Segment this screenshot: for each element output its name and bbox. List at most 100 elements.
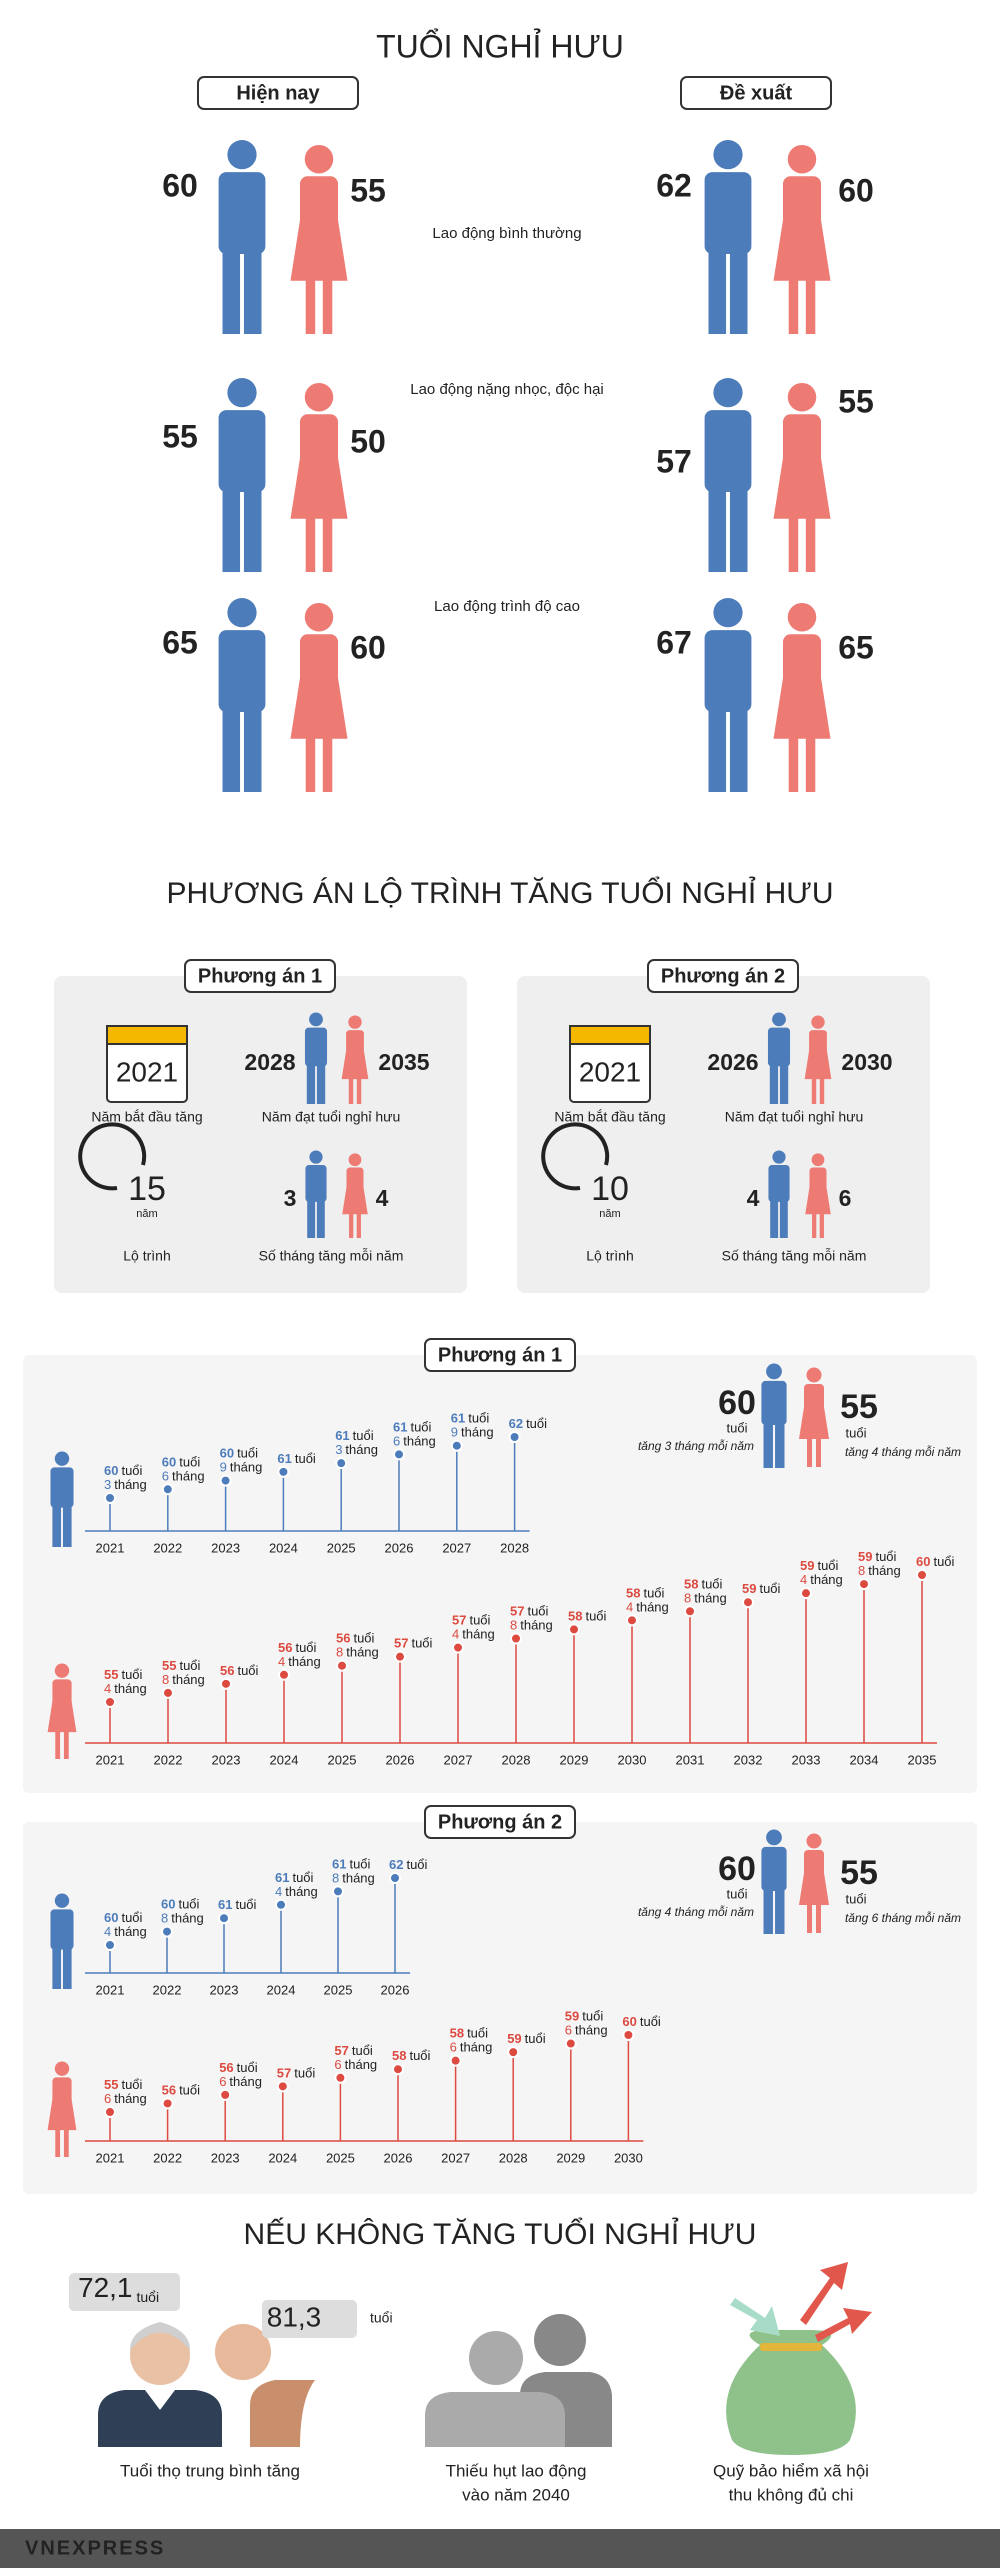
age: 55 (162, 1658, 176, 1673)
unit: tháng (346, 1645, 379, 1660)
unit: tuổi (469, 1613, 490, 1628)
leg (222, 246, 241, 334)
unit: tháng (114, 1924, 147, 1939)
unit: tháng (230, 1460, 263, 1475)
skirt (773, 458, 831, 519)
pill (184, 959, 336, 993)
unit: tuổi (526, 1416, 547, 1431)
months: 3 (104, 1477, 111, 1492)
year-label: 2023 (212, 1752, 241, 1767)
dot (508, 1431, 521, 1443)
year-label: 2032 (734, 1752, 763, 1767)
year-label: 2026 (384, 2150, 413, 2165)
unit: tuổi (933, 1554, 954, 1569)
point-label: 8 tháng (684, 1591, 727, 1606)
dot (275, 1898, 287, 1911)
caption: Tuổi thọ trung bình tăng (120, 2461, 300, 2480)
months: 4 (104, 1924, 111, 1939)
age: 60 (220, 1446, 234, 1461)
age: 56 (162, 2083, 176, 2098)
legend-age: 55 (840, 1854, 878, 1892)
point-label: 62 tuổi (509, 1416, 548, 1431)
unit: tuổi (467, 2026, 488, 2041)
point-label: 6 tháng (162, 1469, 205, 1484)
unit: tháng (575, 2023, 608, 2038)
unit: tuổi (121, 1463, 142, 1478)
age-number: 60 (838, 172, 874, 208)
months: 6 (565, 2023, 572, 2038)
unit: tuổi (237, 2060, 258, 2075)
male-silhouette (304, 1012, 328, 1104)
torso (305, 1164, 327, 1202)
torso (783, 634, 821, 692)
female-silhouette (773, 382, 831, 572)
age: 58 (450, 2026, 464, 2041)
leg (52, 1503, 62, 1547)
year-label: 2025 (326, 2150, 355, 2165)
torso (300, 414, 338, 472)
pill-label: Đề xuất (720, 82, 793, 104)
dot (393, 1448, 405, 1461)
torso (218, 172, 266, 255)
female-silhouette (799, 1833, 829, 1933)
unit: tuổi (817, 1559, 838, 1574)
age: 56 (278, 1640, 292, 1655)
unit: tuổi (353, 1429, 374, 1444)
unit: tuổi (409, 2049, 430, 2064)
body (425, 2392, 565, 2447)
dot (161, 1483, 174, 1496)
unit: tháng (460, 2040, 493, 2055)
year-label: 2024 (270, 1752, 299, 1767)
pill (680, 76, 832, 110)
age-number: 57 (656, 443, 692, 479)
unit: tuổi (406, 1857, 427, 1872)
months: 6 (219, 2074, 226, 2089)
months: 4 (376, 1185, 389, 1211)
months: 6 (104, 2091, 111, 2106)
point-label: 60 tuổi (622, 2014, 661, 2029)
year-label: 2030 (614, 2150, 643, 2165)
unit: tuổi (235, 1898, 256, 1913)
male-silhouette (218, 377, 266, 572)
leg (307, 1198, 316, 1238)
arrow (730, 2298, 780, 2336)
year-label: 2034 (850, 1752, 879, 1767)
caption: Quỹ bảo hiểm xã hội (713, 2461, 869, 2480)
torso (346, 1167, 364, 1193)
leg (55, 2128, 61, 2157)
year-label: 2025 (324, 1982, 353, 1997)
skirt (47, 1701, 77, 1733)
head (766, 1363, 782, 1380)
female-silhouette (799, 1367, 829, 1467)
months: 9 (451, 1425, 458, 1440)
age: 57 (334, 2043, 348, 2058)
age: 60 (162, 1455, 176, 1470)
leg (316, 1062, 326, 1104)
year-label: 2029 (556, 2150, 585, 2165)
unit: tháng (288, 1654, 321, 1669)
unit: tháng (636, 1600, 669, 1615)
dot (278, 1668, 290, 1681)
torso (761, 1846, 787, 1891)
point-label: 57 tuổi (510, 1604, 549, 1619)
dot (219, 2088, 232, 2101)
year-label: 2021 (96, 2150, 125, 2165)
point-label: 57 tuổi (452, 1613, 491, 1628)
pill-label: Hiện nay (236, 82, 320, 104)
dot (162, 1686, 174, 1699)
torso (218, 410, 266, 493)
age: 55 (104, 2077, 118, 2092)
torso (704, 630, 752, 713)
panel (54, 976, 467, 1293)
age: 59 (507, 2032, 521, 2047)
head (787, 382, 817, 412)
male-silhouette (704, 139, 752, 334)
skirt (342, 1187, 368, 1215)
months: 8 (162, 1672, 169, 1687)
leg (62, 1503, 72, 1547)
male-silhouette (218, 139, 266, 334)
caption: Năm bắt đầu tăng (91, 1109, 202, 1125)
dot (510, 1632, 522, 1645)
point-label: 56 tuổi (220, 1663, 259, 1678)
